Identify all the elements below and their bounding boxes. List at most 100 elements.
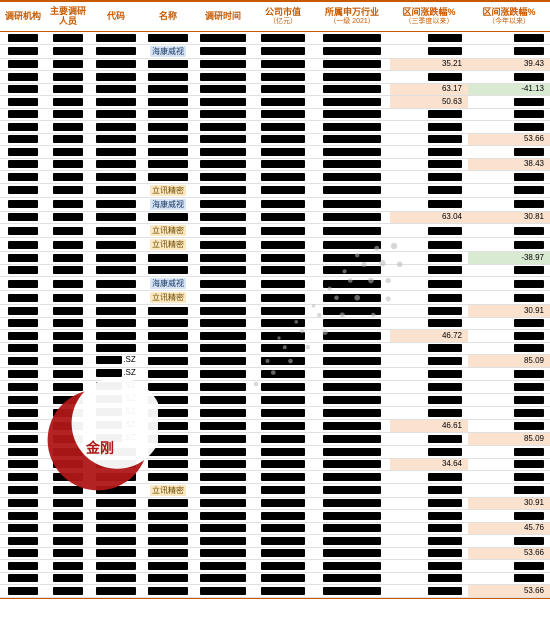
redacted-text	[323, 34, 381, 42]
cell-ytd	[468, 368, 550, 381]
cell-ind	[314, 83, 390, 96]
cell-ind	[314, 446, 390, 459]
redacted-text	[96, 587, 136, 595]
redacted-text	[323, 213, 381, 221]
redacted-text	[200, 98, 246, 106]
cell-ytd	[468, 277, 550, 291]
cell-time	[194, 420, 252, 433]
cell-person	[46, 368, 90, 381]
cell-q3	[390, 407, 468, 420]
cell-person	[46, 71, 90, 84]
redacted-text	[428, 524, 462, 532]
redacted-text	[200, 241, 246, 249]
redacted-text	[514, 562, 544, 570]
cell-code	[90, 510, 142, 523]
redacted-text	[428, 227, 462, 235]
redacted-text	[261, 186, 305, 194]
cell-person	[46, 44, 90, 58]
cell-ytd: 85.09	[468, 433, 550, 446]
cell-time	[194, 471, 252, 484]
cell-ytd	[468, 483, 550, 497]
cell-q3	[390, 264, 468, 277]
redacted-text	[261, 160, 305, 168]
col-q3: 区间涨跌幅%（三季度以来）	[390, 2, 468, 32]
cell-code	[90, 342, 142, 355]
cell-ind	[314, 133, 390, 146]
cell-org	[0, 71, 46, 84]
redacted-text	[514, 396, 544, 404]
cell-code	[90, 71, 142, 84]
redacted-text	[323, 344, 381, 352]
cell-person	[46, 32, 90, 45]
cell-code	[90, 211, 142, 224]
name-tag: 立讯精密	[150, 239, 186, 250]
redacted-text	[261, 173, 305, 181]
redacted-text	[323, 47, 381, 55]
cell-person	[46, 277, 90, 291]
cell-person	[46, 433, 90, 446]
redacted-text	[148, 148, 188, 156]
redacted-text	[514, 344, 544, 352]
redacted-text	[514, 537, 544, 545]
redacted-text	[8, 186, 38, 194]
cell-q3: 63.04	[390, 211, 468, 224]
cell-cap	[252, 458, 314, 471]
table-row: 53.66	[0, 585, 550, 598]
redacted-text	[8, 332, 38, 340]
redacted-text	[148, 574, 188, 582]
redacted-text	[428, 266, 462, 274]
cell-cap	[252, 96, 314, 109]
redacted-text	[53, 357, 83, 365]
redacted-text	[148, 98, 188, 106]
redacted-text	[96, 173, 136, 181]
cell-ytd	[468, 342, 550, 355]
cell-person	[46, 96, 90, 109]
cell-person	[46, 133, 90, 146]
redacted-text	[200, 148, 246, 156]
cell-name: 立讯精密	[142, 483, 194, 497]
cell-time	[194, 83, 252, 96]
cell-ind	[314, 305, 390, 318]
redacted-text	[261, 537, 305, 545]
redacted-text	[514, 370, 544, 378]
table-row	[0, 342, 550, 355]
cell-ind	[314, 497, 390, 510]
cell-ytd: 53.66	[468, 585, 550, 598]
redacted-text	[261, 135, 305, 143]
cell-q3	[390, 224, 468, 238]
redacted-text	[514, 98, 544, 106]
cell-ind	[314, 330, 390, 343]
redacted-text	[261, 123, 305, 131]
redacted-text	[53, 460, 83, 468]
redacted-text	[53, 512, 83, 520]
table-row: 立讯精密	[0, 291, 550, 305]
redacted-text	[96, 574, 136, 582]
redacted-text	[323, 186, 381, 194]
redacted-text	[323, 85, 381, 93]
cell-cap	[252, 381, 314, 394]
cell-org	[0, 305, 46, 318]
redacted-text	[323, 435, 381, 443]
col-person: 主要调研人员	[46, 2, 90, 32]
redacted-text	[148, 396, 188, 404]
cell-org	[0, 535, 46, 548]
redacted-text	[53, 537, 83, 545]
cell-q3	[390, 146, 468, 159]
redacted-text	[53, 110, 83, 118]
cell-ytd	[468, 121, 550, 134]
redacted-text	[323, 574, 381, 582]
redacted-text	[261, 562, 305, 570]
cell-cap	[252, 238, 314, 252]
cell-cap	[252, 121, 314, 134]
redacted-text	[96, 448, 136, 456]
redacted-text	[200, 47, 246, 55]
cell-person	[46, 291, 90, 305]
cell-time	[194, 211, 252, 224]
cell-ytd	[468, 224, 550, 238]
redacted-text	[323, 280, 381, 288]
cell-time	[194, 277, 252, 291]
cell-cap	[252, 317, 314, 330]
name-tag: 立讯精密	[150, 185, 186, 196]
redacted-text	[8, 254, 38, 262]
redacted-text	[323, 562, 381, 570]
